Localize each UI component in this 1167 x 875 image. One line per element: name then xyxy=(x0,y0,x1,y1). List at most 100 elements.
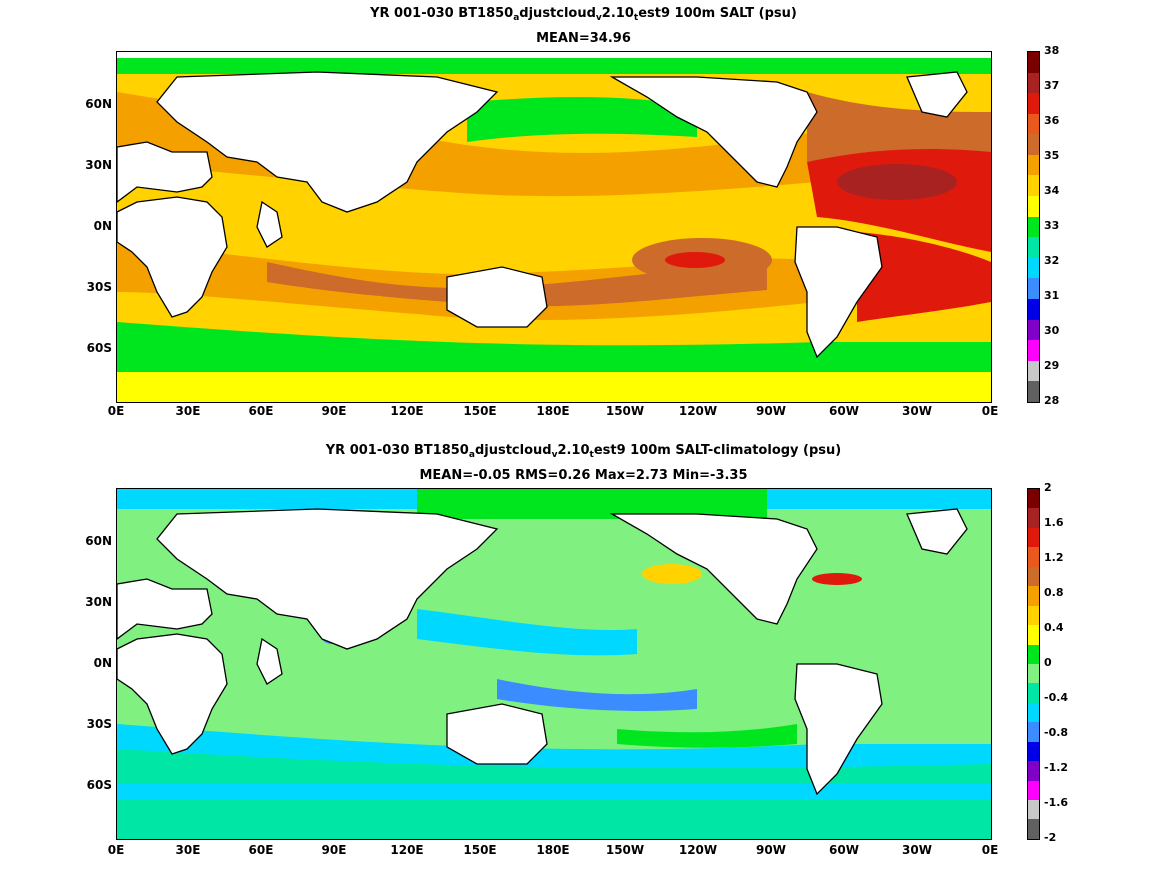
colorbar-label: 0.4 xyxy=(1044,621,1064,634)
panel1-subtitle: MEAN=34.96 xyxy=(536,31,631,46)
colorbar-swatch xyxy=(1028,175,1039,197)
colorbar-swatch xyxy=(1028,683,1039,703)
p1-land-europe-w xyxy=(117,141,213,203)
colorbar-label: 33 xyxy=(1044,219,1060,232)
panel1-title: YR 001-030 BT1850adjustcloudv2.10test9 1… xyxy=(370,6,797,23)
p2-lat-30s: 30S xyxy=(86,717,112,731)
p1-lon-180e: 180E xyxy=(536,404,570,418)
colorbar-swatch xyxy=(1028,196,1039,217)
p2-lon-120e: 120E xyxy=(390,843,424,857)
p2-antarctic xyxy=(117,799,991,839)
colorbar-swatch xyxy=(1028,644,1039,664)
colorbar-label: -0.8 xyxy=(1044,726,1069,739)
p2-lon-150w: 150W xyxy=(605,843,645,857)
p2-southern-aqua xyxy=(117,749,991,784)
p1-lon-0e-end: 0E xyxy=(981,404,999,418)
p1-land-arctic-edge xyxy=(117,52,991,58)
colorbar-swatch xyxy=(1028,154,1039,176)
colorbar-swatch xyxy=(1028,340,1039,361)
panel2-title: YR 001-030 BT1850adjustcloudv2.10test9 1… xyxy=(325,443,842,460)
p1-land-africa xyxy=(117,196,228,318)
colorbar-label: -0.4 xyxy=(1044,691,1069,704)
p2-arctic-green xyxy=(417,489,767,519)
p1-land-india xyxy=(256,200,283,248)
p1-lat-60n: 60N xyxy=(85,97,112,111)
colorbar-swatch xyxy=(1028,780,1039,800)
p2-lon-60w: 60W xyxy=(829,843,859,857)
p2-lat-60s: 60S xyxy=(86,778,112,792)
colorbar-swatch xyxy=(1028,113,1039,135)
p2-lat-0n: 0N xyxy=(93,656,112,670)
colorbar-swatch xyxy=(1028,257,1039,279)
colorbar-label: 35 xyxy=(1044,149,1060,162)
colorbar-swatch xyxy=(1028,547,1039,567)
colorbar-swatch xyxy=(1028,586,1039,606)
p1-lat-30n: 30N xyxy=(85,158,112,172)
colorbar-swatch xyxy=(1028,278,1039,299)
p2-land-samerica xyxy=(794,663,883,796)
panel1-colorbar xyxy=(1027,51,1040,403)
p2-lat-60n: 60N xyxy=(85,534,112,548)
p1-lon-30e: 30E xyxy=(175,404,201,418)
colorbar-swatch xyxy=(1028,319,1039,341)
colorbar-swatch xyxy=(1028,134,1039,155)
p1-lon-60w: 60W xyxy=(829,404,859,418)
colorbar-swatch xyxy=(1028,702,1039,723)
p2-npac-yellow xyxy=(642,564,702,584)
p1-lon-90w: 90W xyxy=(756,404,786,418)
p2-lon-30e: 30E xyxy=(175,843,201,857)
p1-land-greenland xyxy=(906,71,968,118)
p1-npac-green xyxy=(467,97,697,142)
p2-gulfstream-red xyxy=(812,573,862,585)
p1-sepac-core xyxy=(665,252,725,268)
p2-lat-30n: 30N xyxy=(85,595,112,609)
p2-land-asia xyxy=(156,508,499,650)
colorbar-swatch xyxy=(1028,237,1039,258)
p1-lat-60s: 60S xyxy=(86,341,112,355)
p1-lat-0n: 0N xyxy=(93,219,112,233)
colorbar-swatch xyxy=(1028,605,1039,626)
p1-lon-0e: 0E xyxy=(107,404,125,418)
panel1-map xyxy=(116,51,992,403)
colorbar-swatch xyxy=(1028,93,1039,114)
p2-lon-30w: 30W xyxy=(902,843,932,857)
colorbar-label: 38 xyxy=(1044,44,1060,57)
colorbar-swatch xyxy=(1028,360,1039,382)
p1-lat-30s: 30S xyxy=(86,280,112,294)
colorbar-label: -2 xyxy=(1044,831,1057,844)
colorbar-swatch xyxy=(1028,508,1039,528)
p2-lon-120w: 120W xyxy=(678,843,718,857)
colorbar-label: 1.6 xyxy=(1044,516,1064,529)
p1-land-samerica xyxy=(794,226,883,359)
p1-natl-core xyxy=(837,164,957,200)
colorbar-swatch xyxy=(1028,761,1039,781)
p2-lon-0e: 0E xyxy=(107,843,125,857)
p2-lon-90e: 90E xyxy=(321,843,347,857)
p2-land-namerica xyxy=(609,513,818,625)
colorbar-swatch xyxy=(1028,72,1039,94)
p1-land xyxy=(117,52,991,359)
colorbar-label: 1.2 xyxy=(1044,551,1064,564)
p1-antarctic-yellow xyxy=(117,372,991,402)
colorbar-swatch xyxy=(1028,298,1039,320)
colorbar-swatch xyxy=(1028,52,1039,73)
colorbar-swatch xyxy=(1028,381,1039,402)
colorbar-swatch xyxy=(1028,625,1039,645)
colorbar-swatch xyxy=(1028,566,1039,587)
p2-land-greenland xyxy=(906,508,968,555)
p1-land-australia xyxy=(446,266,548,328)
p2-sepac-green xyxy=(617,724,797,748)
p2-land-india xyxy=(256,637,283,685)
colorbar-label: 2 xyxy=(1044,481,1052,494)
p2-land-africa xyxy=(117,633,228,755)
panel2-map xyxy=(116,488,992,840)
panel1-map-svg xyxy=(117,52,991,402)
colorbar-label: -1.6 xyxy=(1044,796,1069,809)
p1-lon-120w: 120W xyxy=(678,404,718,418)
p2-wpac-blue xyxy=(497,679,697,711)
p2-land-europe-w xyxy=(117,578,213,640)
p1-lon-120e: 120E xyxy=(390,404,424,418)
colorbar-swatch xyxy=(1028,741,1039,762)
p1-natl-north xyxy=(807,92,991,162)
p1-lon-60e: 60E xyxy=(248,404,274,418)
